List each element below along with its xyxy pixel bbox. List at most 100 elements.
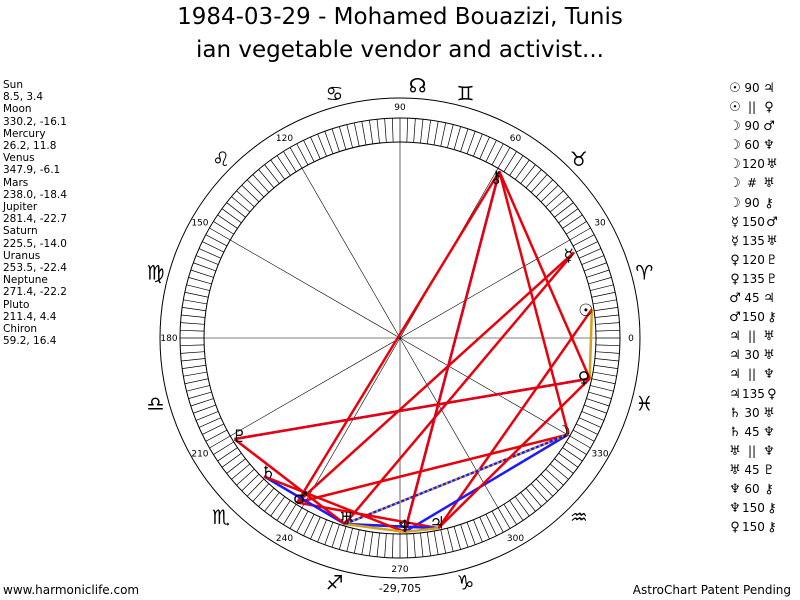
position-name-mars: Mars	[3, 176, 29, 189]
degree-tick	[576, 241, 598, 253]
uranus-glyph-icon: ♅	[729, 443, 741, 459]
position-name-chiron: Chiron	[3, 323, 38, 336]
degree-tick	[497, 147, 511, 169]
zodiac-sign-icon: ♐	[326, 570, 344, 594]
degree-tick	[447, 528, 454, 552]
degree-tick	[554, 202, 574, 218]
degree-label: 180	[160, 334, 177, 344]
position-name-moon: Moon	[3, 103, 32, 116]
degree-tick	[586, 269, 610, 278]
position-name-neptune: Neptune	[3, 274, 48, 287]
degree-tick	[195, 411, 219, 421]
degree-tick	[193, 404, 216, 414]
aspect-row: ♄ 30 ♅	[728, 404, 779, 423]
degree-tick	[549, 196, 569, 213]
degree-tick	[184, 378, 209, 385]
degree-tick	[433, 121, 439, 146]
aspect-angle: 120	[742, 252, 765, 267]
degree-tick	[361, 530, 367, 555]
degree-tick	[258, 487, 275, 507]
degree-tick	[588, 391, 612, 399]
degree-tick	[252, 174, 270, 193]
aspect-row: ♆ 60 ⚷	[728, 480, 779, 499]
degree-tick	[186, 385, 210, 392]
zodiac-sign-icon: ♏	[212, 505, 230, 529]
uranus-glyph-icon: ♅	[763, 348, 775, 364]
aspect-angle: 45	[744, 462, 760, 477]
degree-tick	[270, 159, 286, 180]
degree-tick	[391, 533, 394, 558]
zodiac-sign-icon: ♑	[457, 570, 475, 594]
degree-tick	[226, 458, 246, 474]
uranus-glyph-icon: ♅	[766, 233, 778, 249]
sun-glyph-icon: ☉	[729, 81, 741, 96]
degree-tick	[353, 122, 360, 147]
aspect-angle: 30	[744, 348, 760, 363]
aspect-angle: 45	[744, 291, 760, 306]
aspect-angle: ||	[747, 367, 757, 382]
degree-tick	[202, 423, 224, 435]
moon-glyph-icon: ☽	[729, 138, 741, 154]
aspect-angle: 45	[744, 424, 760, 439]
degree-tick	[592, 371, 617, 377]
aspect-line	[296, 170, 501, 504]
bottom-readout: -29,705	[379, 582, 421, 595]
degree-tick	[213, 221, 234, 235]
aspect-row: ♃ || ♆	[728, 365, 779, 384]
degree-tick	[188, 277, 212, 285]
aspect-line	[437, 308, 593, 529]
degree-tick	[520, 492, 536, 512]
aspect-row: ☉ 90 ♃	[728, 79, 779, 98]
aspect-angle: 120	[742, 157, 765, 172]
footer-patent-note: AstroChart Patent Pending	[632, 583, 791, 597]
degree-tick	[562, 214, 583, 229]
position-coords-mercury: 26.2, 11.8	[3, 140, 57, 153]
degree-tick	[369, 532, 374, 556]
degree-tick	[376, 119, 380, 144]
degree-tick	[384, 533, 387, 558]
degree-label: 150	[191, 219, 208, 229]
mars-glyph-icon: ♂	[293, 488, 308, 508]
degree-tick	[453, 526, 461, 550]
degree-tick	[193, 262, 216, 272]
degree-tick	[188, 391, 212, 399]
degree-tick	[595, 329, 620, 332]
degree-tick	[460, 128, 469, 152]
degree-tick	[369, 120, 374, 144]
uranus-glyph-icon: ♅	[763, 176, 775, 192]
aspect-line	[588, 309, 594, 379]
degree-tick	[540, 473, 559, 492]
chiron-glyph-icon: ⚷	[767, 501, 777, 517]
mars-glyph-icon: ♂	[763, 119, 775, 135]
degree-tick	[296, 143, 309, 166]
footer-website[interactable]: www.harmoniclife.com	[3, 583, 140, 597]
aspect-angle: 60	[744, 481, 760, 496]
uranus-glyph-icon: ♅	[763, 405, 775, 421]
neptune-glyph-icon: ♆	[763, 443, 775, 459]
degree-tick	[509, 155, 524, 176]
degree-label: 240	[276, 534, 293, 544]
venus-glyph-icon: ♀	[767, 386, 777, 402]
aspect-angle: 90	[744, 81, 760, 95]
chiron-glyph-icon: ⚷	[764, 481, 774, 497]
aspect-row: ☽ 90 ♂	[728, 117, 779, 136]
degree-tick	[213, 441, 234, 455]
degree-tick	[376, 532, 380, 557]
degree-tick	[453, 126, 461, 150]
degree-tick	[346, 528, 353, 552]
degree-tick	[184, 291, 209, 298]
jupiter-glyph-icon: ♃	[729, 348, 741, 364]
degree-tick	[221, 452, 242, 468]
degree-tick	[554, 458, 574, 474]
degree-tick	[420, 119, 424, 144]
degree-tick	[331, 524, 340, 548]
degree-tick	[590, 385, 614, 392]
degree-tick	[440, 529, 447, 554]
degree-tick	[491, 510, 504, 533]
aspect-angle: 90	[744, 119, 760, 134]
degree-tick	[317, 133, 327, 157]
aspect-angle: ||	[747, 100, 757, 115]
zodiac-sign-icon: ♓	[635, 391, 653, 415]
degree-tick	[384, 118, 387, 143]
degree-tick	[576, 423, 598, 435]
